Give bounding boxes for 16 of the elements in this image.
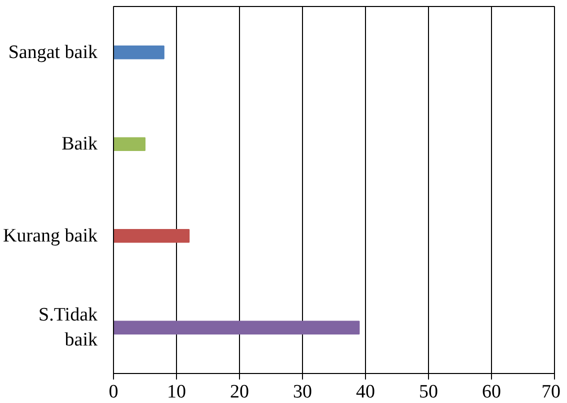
x-tick-label: 60	[482, 382, 501, 402]
x-tick-label: 70	[542, 382, 560, 402]
x-tick-label: 20	[230, 382, 249, 402]
bar	[114, 45, 164, 60]
x-tick-label: 10	[167, 382, 186, 402]
y-tick-label: Kurang baik	[3, 225, 98, 246]
x-tick-label: 40	[356, 382, 375, 402]
bar	[114, 228, 190, 243]
bar	[114, 137, 146, 152]
x-tick-label: 50	[419, 382, 438, 402]
y-tick-label: Baik	[62, 134, 98, 155]
x-tick-label: 30	[293, 382, 312, 402]
y-tick-label: Sangat baik	[8, 42, 98, 63]
y-tick-label: S.Tidak baik	[38, 304, 98, 351]
x-tick-label: 0	[108, 382, 118, 402]
bar	[114, 320, 360, 335]
